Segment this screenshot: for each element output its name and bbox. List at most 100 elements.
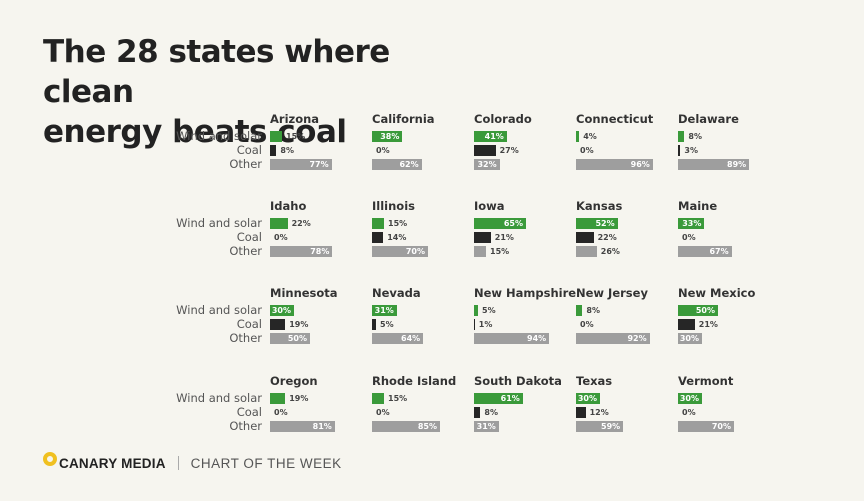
state-panel: Illinois 15% 14% 70%	[372, 199, 472, 279]
state-panel: Minnesota 30% 19% 50%	[270, 286, 370, 366]
value-label-coal: 0%	[376, 146, 390, 155]
value-label-wind: 30%	[271, 306, 291, 315]
state-name: Rhode Island	[372, 374, 457, 388]
state-name: New Mexico	[678, 286, 756, 300]
bar-coal	[474, 145, 496, 156]
value-label-other: 62%	[399, 160, 419, 169]
value-label-wind: 33%	[682, 219, 702, 228]
footer-tagline: CHART OF THE WEEK	[190, 455, 342, 471]
series-label-other: Other	[229, 419, 262, 433]
bar-other	[576, 333, 650, 344]
value-label-wind: 19%	[289, 394, 309, 403]
bar-other	[678, 333, 702, 344]
state-panel: Connecticut 4% 0% 96%	[576, 112, 676, 192]
value-label-other: 31%	[476, 422, 496, 431]
bar-other	[372, 421, 440, 432]
bar-other	[678, 246, 732, 257]
value-label-coal: 22%	[597, 233, 617, 242]
state-name: Texas	[576, 374, 613, 388]
bar-coal	[678, 145, 681, 156]
bar-wind	[270, 393, 286, 404]
canary-logo-icon	[43, 452, 57, 466]
value-label-coal: 8%	[484, 408, 498, 417]
state-name: Colorado	[474, 112, 532, 126]
brand-name: CANARY MEDIA	[59, 455, 166, 471]
bar-wind	[474, 305, 478, 316]
state-name: Vermont	[678, 374, 734, 388]
value-label-coal: 0%	[682, 233, 696, 242]
value-label-wind: 30%	[577, 394, 597, 403]
bar-wind	[372, 218, 384, 229]
bar-coal	[372, 319, 376, 330]
value-label-coal: 27%	[499, 146, 519, 155]
series-label-coal: Coal	[236, 230, 262, 244]
value-label-wind: 38%	[380, 132, 400, 141]
value-label-wind: 4%	[583, 132, 597, 141]
bar-wind	[270, 131, 282, 142]
value-label-other: 50%	[287, 334, 307, 343]
value-label-coal: 8%	[280, 146, 294, 155]
value-label-other: 30%	[679, 334, 699, 343]
series-label-wind: Wind and solar	[176, 303, 262, 317]
bar-coal	[270, 319, 286, 330]
state-name: South Dakota	[474, 374, 562, 388]
value-label-coal: 12%	[589, 408, 609, 417]
value-label-wind: 15%	[388, 394, 408, 403]
state-name: Oregon	[270, 374, 318, 388]
bar-other	[270, 246, 333, 257]
bar-wind	[576, 131, 580, 142]
value-label-coal: 21%	[698, 320, 718, 329]
state-panel: New Mexico 50% 21% 30%	[678, 286, 778, 366]
state-name: Idaho	[270, 199, 307, 213]
bar-other	[270, 421, 335, 432]
value-label-wind: 50%	[695, 306, 715, 315]
series-label-wind: Wind and solar	[176, 391, 262, 405]
value-label-wind: 41%	[484, 132, 504, 141]
bar-other	[270, 333, 310, 344]
state-name: Maine	[678, 199, 718, 213]
state-panel: Nevada 31% 5% 64%	[372, 286, 472, 366]
bar-wind	[372, 393, 384, 404]
state-panel: Idaho 22% 0% 78%	[270, 199, 370, 279]
series-label-coal: Coal	[236, 405, 262, 419]
value-label-other: 26%	[600, 247, 620, 256]
state-name: Iowa	[474, 199, 505, 213]
bar-other	[576, 246, 597, 257]
value-label-wind: 15%	[286, 132, 306, 141]
bar-wind	[576, 305, 583, 316]
value-label-coal: 0%	[376, 408, 390, 417]
bar-other	[270, 159, 332, 170]
value-label-other: 89%	[727, 160, 747, 169]
value-label-other: 94%	[527, 334, 547, 343]
state-panel: Maine 33% 0% 67%	[678, 199, 778, 279]
state-panel: New Jersey 8% 0% 92%	[576, 286, 676, 366]
state-panel: Arizona 15% 8% 77%	[270, 112, 370, 192]
value-label-other: 32%	[477, 160, 497, 169]
value-label-wind: 30%	[679, 394, 699, 403]
state-panel: Colorado 41% 27% 32%	[474, 112, 574, 192]
bar-wind	[474, 131, 507, 142]
state-panel: South Dakota 61% 8% 31%	[474, 374, 574, 454]
bar-wind	[576, 218, 618, 229]
value-label-wind: 52%	[595, 219, 615, 228]
bar-other	[474, 159, 500, 170]
bar-other	[474, 246, 486, 257]
state-panel: California 38% 0% 62%	[372, 112, 472, 192]
value-label-other: 81%	[312, 422, 332, 431]
bar-other	[678, 159, 750, 170]
bar-wind	[678, 218, 705, 229]
footer: CANARY MEDIA CHART OF THE WEEK	[43, 451, 342, 475]
bar-coal	[474, 232, 491, 243]
series-label-other: Other	[229, 244, 262, 258]
state-panel: Iowa 65% 21% 15%	[474, 199, 574, 279]
value-label-wind: 22%	[291, 219, 311, 228]
value-label-wind: 8%	[688, 132, 702, 141]
bar-coal	[474, 319, 475, 330]
value-label-wind: 5%	[482, 306, 496, 315]
value-label-coal: 0%	[274, 408, 288, 417]
value-label-coal: 5%	[380, 320, 394, 329]
value-label-coal: 19%	[289, 320, 309, 329]
bar-other	[474, 333, 550, 344]
value-label-wind: 15%	[388, 219, 408, 228]
value-label-wind: 31%	[374, 306, 394, 315]
